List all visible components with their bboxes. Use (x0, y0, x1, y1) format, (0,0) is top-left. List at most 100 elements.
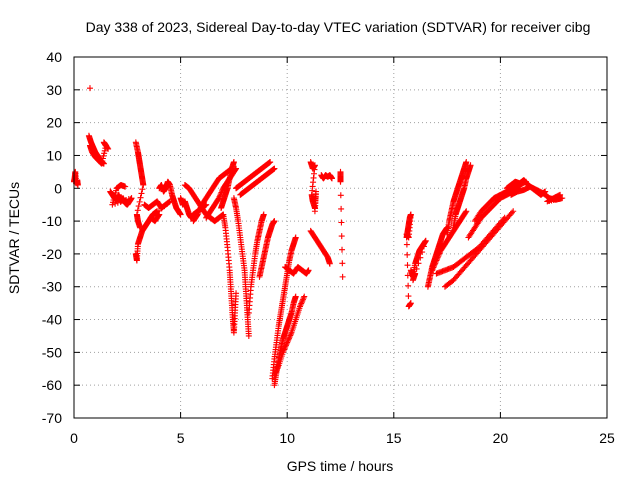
data-point (120, 197, 127, 204)
data-point (413, 265, 420, 272)
data-point (98, 160, 105, 167)
data-point (338, 205, 345, 212)
data-point (177, 211, 184, 218)
data-point (300, 296, 307, 303)
data-point (338, 233, 345, 240)
data-point (273, 366, 280, 373)
data-point (245, 332, 252, 339)
data-point (275, 363, 282, 370)
data-point (267, 159, 274, 166)
data-point (233, 290, 240, 297)
data-point (137, 224, 144, 231)
data-points (71, 85, 566, 389)
data-point (431, 261, 438, 268)
data-point (417, 254, 424, 261)
x-tick-label: 10 (279, 430, 295, 446)
data-point (140, 181, 147, 188)
data-point (298, 299, 305, 306)
data-point (101, 147, 108, 154)
data-point (99, 155, 106, 162)
data-point (284, 339, 291, 346)
data-point (338, 219, 345, 226)
data-point (299, 297, 306, 304)
data-point (271, 218, 278, 225)
data-point (281, 345, 288, 352)
data-point (194, 211, 201, 218)
axis-ticks (73, 56, 608, 419)
data-point (433, 257, 440, 264)
data-point (274, 365, 281, 372)
x-tick-labels: 0 5 10 15 20 25 (70, 430, 615, 446)
data-point (122, 183, 129, 190)
data-point (271, 372, 278, 379)
data-point (273, 368, 280, 375)
data-point (434, 256, 441, 263)
data-point (155, 212, 162, 219)
data-point (462, 209, 469, 216)
data-point (296, 303, 303, 310)
data-point (463, 208, 470, 215)
data-point (101, 150, 108, 157)
data-point (286, 335, 293, 342)
data-point (117, 198, 124, 205)
data-point (139, 186, 146, 193)
data-point (123, 196, 130, 203)
data-point (510, 208, 517, 215)
y-tick-label: -50 (42, 344, 62, 360)
data-point (432, 258, 439, 265)
data-point (260, 211, 267, 218)
y-tick-label: 30 (46, 82, 62, 98)
data-point (311, 208, 318, 215)
data-point (216, 193, 223, 200)
data-point (286, 333, 293, 340)
data-point (326, 260, 333, 267)
y-tick-label: -60 (42, 377, 62, 393)
data-point (136, 198, 143, 205)
data-point (429, 267, 436, 274)
data-point (297, 302, 304, 309)
data-point (298, 300, 305, 307)
data-point (230, 159, 237, 166)
data-point (134, 207, 141, 214)
data-point (292, 234, 299, 241)
data-point (137, 194, 144, 201)
data-point (135, 203, 142, 210)
data-point (337, 178, 344, 185)
data-point (105, 145, 112, 152)
y-tick-label: -70 (42, 410, 62, 426)
grid-lines (74, 57, 607, 418)
data-point (86, 85, 93, 92)
x-tick-label: 0 (70, 430, 78, 446)
x-tick-label: 5 (177, 430, 185, 446)
data-point (403, 231, 410, 238)
y-tick-label: 0 (54, 180, 62, 196)
data-point (405, 282, 412, 289)
data-point (279, 349, 286, 356)
data-point (196, 207, 203, 214)
data-point (557, 191, 564, 198)
data-point (287, 331, 294, 338)
data-point (271, 165, 278, 172)
data-point (404, 262, 411, 269)
data-point (104, 144, 111, 151)
data-point (463, 159, 470, 166)
data-point (125, 196, 132, 203)
data-point (138, 190, 145, 197)
data-point (403, 241, 410, 248)
data-point (429, 265, 436, 272)
data-point (339, 246, 346, 253)
data-point (420, 243, 427, 250)
data-point (328, 175, 335, 182)
data-point (301, 293, 308, 300)
data-point (419, 249, 426, 256)
data-point (434, 254, 441, 261)
x-axis-label: GPS time / hours (287, 458, 394, 474)
data-point (215, 195, 222, 202)
y-tick-labels: -70 -60 -50 -40 -30 -20 -10 0 10 20 30 40 (42, 49, 62, 426)
data-point (404, 251, 411, 258)
data-point (284, 338, 291, 345)
data-point (282, 342, 289, 349)
data-point (407, 300, 414, 307)
y-tick-label: -40 (42, 312, 62, 328)
